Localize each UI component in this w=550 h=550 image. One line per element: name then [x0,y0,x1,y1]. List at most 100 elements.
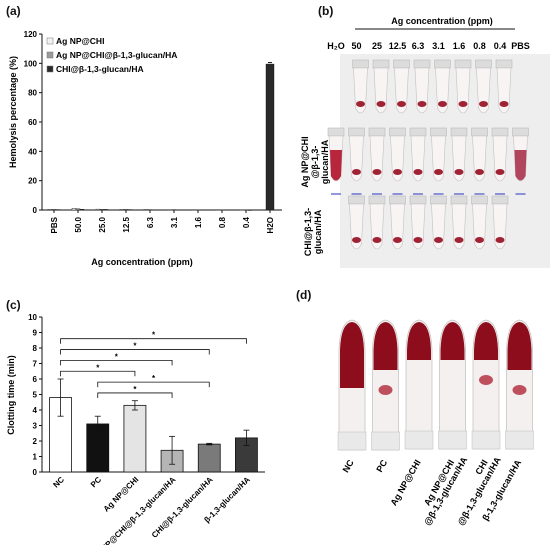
a-y-tick-label: 60 [28,118,37,127]
photo-b-column-label: H₂O [327,41,345,51]
a-x-tick-label: 1.6 [194,216,203,228]
a-y-tick-label: 120 [24,30,38,39]
a-legend-label: CHI@β-1,3-glucan/HA [56,64,144,74]
photo-b-tube [409,127,427,195]
photo-b-tube [450,195,468,250]
c-x-tick-label: Ag NP@CHI [102,475,141,514]
a-bar [151,209,157,211]
a-y-tick-label: 80 [28,89,37,98]
a-bar [195,209,201,211]
photo-d-tube [438,319,467,450]
c-x-tick-label: NC [51,475,66,490]
a-x-tick-label: 0.8 [218,216,227,228]
a-bar [215,209,221,211]
c-significance-star: * [152,331,156,340]
a-bar [47,209,53,211]
hemolysis-x-axis-label: Ag concentration (ppm) [91,257,193,267]
hemolysis-tube-photo: Ag concentration (ppm) H₂O 50 25 12.5 6.3 3.1… [300,10,550,280]
a-y-tick-label: 100 [24,59,38,68]
photo-b-tube [430,195,447,250]
a-bar [247,209,253,211]
c-y-tick-label: 1 [33,453,38,462]
photo-b-tube [368,127,386,195]
c-y-tick-label: 4 [33,406,38,415]
c-significance-bracket: * [60,363,136,377]
a-bar [167,209,173,211]
photo-b-tube [372,59,390,114]
a-x-tick-label: 25.0 [98,216,107,232]
a-legend-swatch [46,51,54,59]
c-significance-star: * [133,385,137,394]
photo-d-tube [337,319,367,451]
photo-b-tube [454,59,472,114]
photo-b-column-label: 50 [351,41,361,51]
photo-d-label: PC [374,458,389,474]
photo-b-tube [430,127,447,195]
panel-label-c: (c) [6,298,21,312]
c-significance-star: * [96,363,100,372]
photo-b-column-label: 25 [372,41,382,51]
a-bar [191,209,197,211]
a-bar [119,209,125,211]
c-y-tick-label: 5 [33,391,38,400]
c-y-tick-label: 2 [33,437,38,446]
c-y-tick-label: 3 [33,422,38,431]
photo-b-tube [450,127,468,195]
photo-b-tube [495,59,513,114]
a-bar [127,209,133,211]
c-y-tick-label: 10 [28,313,37,322]
photo-b-tube [512,127,529,195]
c-significance-star: * [152,374,156,383]
c-significance-star: * [115,352,119,361]
c-significance-bracket: * [97,374,210,388]
a-bar [75,208,81,211]
clotting-tube-photo: NC PC Ag NP@CHI Ag NP@CHI@β-1,3-glucan/HA CH… [300,300,550,545]
photo-b-column-label: 6.3 [412,41,425,51]
a-bar [239,209,245,211]
photo-b-column-label: 0.4 [494,41,507,51]
clotting-y-axis-label: Clotting time (min) [6,355,16,435]
photo-b-column-label: 0.8 [473,41,486,51]
a-x-tick-label: 6.3 [146,216,155,228]
a-bar [175,209,181,211]
a-bar [79,209,85,211]
a-legend-label: Ag NP@CHI [56,36,104,46]
photo-b-tube [348,195,365,250]
photo-b-column-label: 1.6 [453,41,466,51]
a-x-tick-label: PBS [50,216,59,233]
a-x-tick-label: 0.4 [242,216,251,228]
a-bar [265,63,275,211]
a-legend-swatch [46,37,54,45]
photo-b-column-label: 3.1 [432,41,445,51]
c-significance-bracket: * [60,352,173,366]
photo-b-tube [389,195,406,250]
a-bar [103,209,109,211]
c-significance-bracket: * [60,331,247,344]
a-bar [51,209,57,211]
a-legend-label: Ag NP@CHI@β-1,3-glucan/HA [56,50,177,60]
c-y-tick-label: 0 [33,468,38,477]
a-legend-swatch [46,65,54,73]
a-y-tick-label: 40 [28,147,37,156]
photo-b-tube [389,127,406,195]
a-bar [223,209,229,211]
photo-b-tube [475,59,492,114]
photo-b-tube [471,127,488,195]
a-bar [219,209,225,211]
panel-label-a: (a) [6,4,21,18]
c-y-tick-label: 9 [33,329,38,338]
a-x-tick-label: 50.0 [74,216,83,232]
c-x-tick-label: CHI@β-1,3-glucan/HA [150,475,215,540]
photo-d-tube [471,319,501,450]
a-bar [95,208,101,211]
c-y-tick-label: 8 [33,344,38,353]
c-x-tick-label: PC [89,475,103,489]
a-bar [123,209,129,211]
photo-b-tube [491,195,509,250]
c-significance-star: * [133,342,137,351]
photo-b-tube [327,127,345,195]
a-bar [99,209,105,211]
a-bar [243,209,249,211]
c-bar [123,404,147,473]
